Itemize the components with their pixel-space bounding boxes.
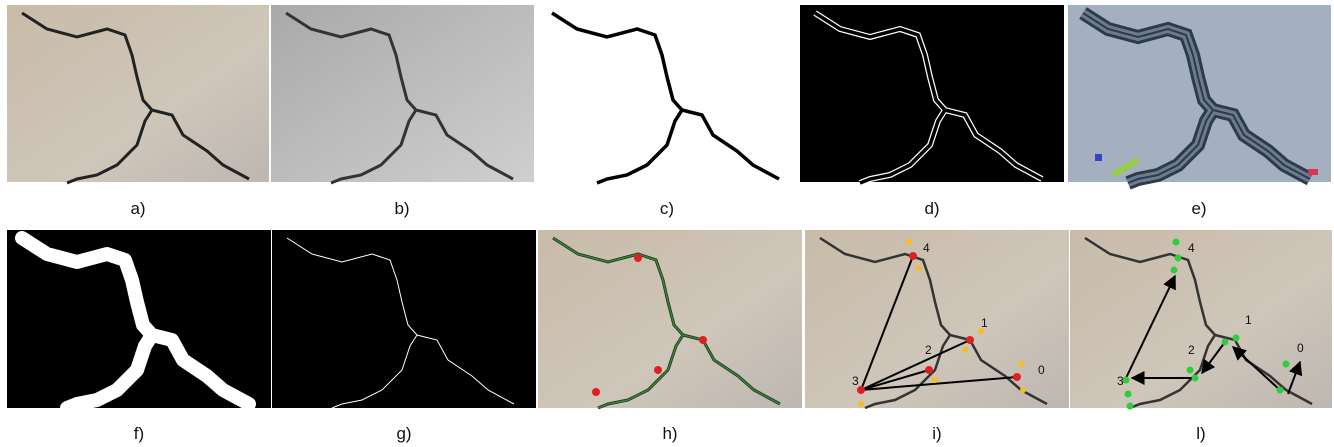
panel-label: g) [396, 424, 411, 443]
panel-label: b) [394, 199, 409, 218]
panel-l: 0 1 2 3 4 [1070, 230, 1332, 410]
panel-label: a) [130, 199, 145, 218]
node-label: 3 [852, 374, 859, 388]
node-label: 0 [1038, 363, 1045, 377]
panel-label: l) [1196, 424, 1205, 443]
panel-label: c) [660, 199, 674, 218]
panel-a [7, 5, 269, 183]
node-label: 2 [1188, 343, 1195, 357]
node-label: 1 [1245, 313, 1252, 327]
panel-label: d) [924, 199, 939, 218]
node-label: 4 [1188, 241, 1195, 255]
panel-b [271, 5, 534, 183]
panel-label: h) [662, 424, 677, 443]
panel-label: e) [1191, 199, 1206, 218]
panel-d [800, 5, 1064, 183]
panel-label: f) [134, 424, 144, 443]
node-label: 1 [981, 316, 988, 330]
figure: 0 1 2 3 4 0 1 2 3 4 a) b) c) d) e) f) g)… [0, 0, 1334, 447]
node-label: 2 [925, 343, 932, 357]
panel-f [7, 230, 271, 408]
panel-c [537, 5, 798, 183]
node-label: 0 [1297, 341, 1304, 355]
panel-h [538, 230, 802, 408]
panel-label: i) [932, 424, 941, 443]
node-label: 3 [1117, 374, 1124, 388]
node-label: 4 [923, 241, 930, 255]
panel-e [1068, 5, 1331, 183]
panel-i: 0 1 2 3 4 [805, 230, 1069, 408]
panel-g [272, 230, 536, 408]
